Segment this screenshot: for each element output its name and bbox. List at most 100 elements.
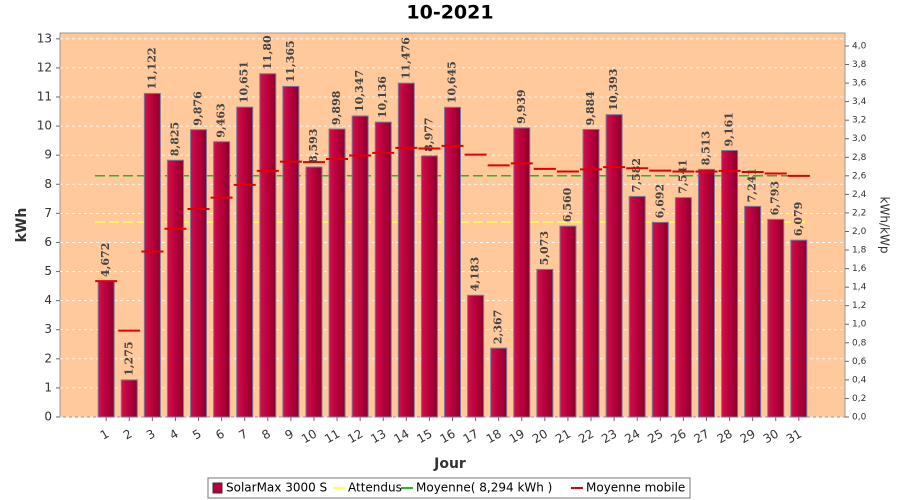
x-tick-label: 1 <box>98 427 112 443</box>
x-tick-label: 26 <box>668 427 688 447</box>
y2-tick-label: 1,6 <box>852 264 867 274</box>
value-label: 7,541 <box>676 159 689 193</box>
value-label: 6,793 <box>769 181 782 215</box>
y2-tick-label: 1,4 <box>852 283 867 293</box>
value-label: 8,825 <box>168 122 181 156</box>
value-label: 9,884 <box>584 91 597 126</box>
y2-tick-label: 2,8 <box>852 153 867 163</box>
value-label: 2,367 <box>492 310 505 344</box>
x-tick-label: 22 <box>576 427 596 447</box>
value-label: 7,582 <box>630 158 643 192</box>
bar <box>120 379 138 418</box>
y-tick-label: 11 <box>37 90 52 104</box>
bar <box>605 114 623 418</box>
value-label: 11,80 <box>261 35 274 70</box>
value-label: 10,645 <box>446 61 459 103</box>
legend <box>207 477 691 499</box>
y-tick-label: 7 <box>44 206 52 220</box>
legend-label: Attendus <box>348 481 402 495</box>
y2-tick-label: 3,8 <box>852 60 867 70</box>
x-tick-label: 14 <box>391 427 411 447</box>
x-tick-label: 27 <box>691 427 711 447</box>
bar <box>236 106 254 418</box>
legend-label: Moyenne mobile <box>586 481 685 495</box>
value-label: 11,122 <box>145 47 158 89</box>
y-tick-label: 1 <box>44 380 52 394</box>
bar <box>328 128 346 418</box>
value-label: 8,513 <box>699 131 712 165</box>
bar <box>305 166 323 418</box>
bar <box>467 294 485 418</box>
value-label: 6,692 <box>653 184 666 218</box>
x-tick-label: 21 <box>553 427 573 447</box>
x-axis-label: Jour <box>433 456 466 472</box>
x-tick-label: 6 <box>213 427 227 443</box>
y2-tick-label: 0,2 <box>852 394 866 404</box>
bar <box>559 225 577 418</box>
value-label: 6,560 <box>561 187 574 222</box>
value-label: 6,079 <box>792 202 805 236</box>
y-tick-label: 0 <box>44 410 52 424</box>
bar <box>490 347 508 418</box>
x-tick-label: 28 <box>715 427 735 447</box>
x-tick-label: 7 <box>236 427 250 443</box>
value-label: 8,977 <box>422 117 435 151</box>
y2-tick-label: 3,0 <box>852 134 867 144</box>
y2-tick-label: 4,0 <box>852 41 867 51</box>
x-tick-label: 20 <box>530 427 550 447</box>
value-label: 9,161 <box>723 112 736 146</box>
bar <box>282 85 300 418</box>
y2-tick-label: 3,4 <box>852 97 867 107</box>
x-tick-label: 19 <box>507 427 527 447</box>
x-tick-label: 29 <box>738 427 758 447</box>
y2-tick-label: 0,8 <box>852 338 867 348</box>
x-tick-label: 9 <box>283 427 297 443</box>
y-tick-label: 2 <box>44 351 52 365</box>
value-label: 9,939 <box>515 89 528 123</box>
bar <box>674 197 692 418</box>
value-label: 4,183 <box>469 257 482 291</box>
value-label: 9,463 <box>215 103 228 137</box>
bar <box>628 195 646 418</box>
x-tick-label: 30 <box>761 427 781 447</box>
x-tick-label: 5 <box>190 427 204 443</box>
y-tick-label: 4 <box>44 293 52 307</box>
x-tick-label: 8 <box>259 427 273 443</box>
x-tick-label: 17 <box>461 427 481 447</box>
value-label: 9,876 <box>192 91 205 126</box>
value-label: 1,275 <box>122 341 135 375</box>
value-label: 7,241 <box>746 168 759 202</box>
value-label: 10,347 <box>353 70 366 112</box>
value-label: 5,073 <box>538 231 551 265</box>
x-tick-label: 15 <box>414 427 434 447</box>
bar <box>213 141 231 418</box>
y-tick-label: 12 <box>37 60 52 74</box>
bar <box>444 106 461 418</box>
x-tick-label: 2 <box>121 427 135 443</box>
x-tick-label: 11 <box>322 427 342 447</box>
bar <box>420 155 438 418</box>
y2-tick-label: 1,0 <box>852 320 867 330</box>
y-tick-label: 6 <box>44 235 52 249</box>
value-label: 8,593 <box>307 129 320 163</box>
x-tick-label: 3 <box>144 427 158 443</box>
y2-tick-label: 2,0 <box>852 227 867 237</box>
y2-tick-label: 3,6 <box>852 79 867 89</box>
bar <box>513 127 531 418</box>
bar <box>97 280 115 418</box>
y2-tick-label: 3,2 <box>852 116 866 126</box>
x-tick-label: 24 <box>622 427 642 447</box>
value-label: 10,651 <box>238 61 251 103</box>
x-tick-label: 4 <box>167 427 181 443</box>
y2-axis-label: kWh/kWp <box>878 197 892 254</box>
y2-tick-label: 1,8 <box>852 246 867 256</box>
x-tick-label: 23 <box>599 427 619 447</box>
bar <box>790 239 808 418</box>
bar <box>351 115 369 418</box>
bar <box>536 268 554 418</box>
x-tick-label: 12 <box>345 427 365 447</box>
y-tick-label: 10 <box>37 119 52 133</box>
x-tick-label: 10 <box>299 427 319 447</box>
y-axis-label: kWh <box>14 208 30 243</box>
